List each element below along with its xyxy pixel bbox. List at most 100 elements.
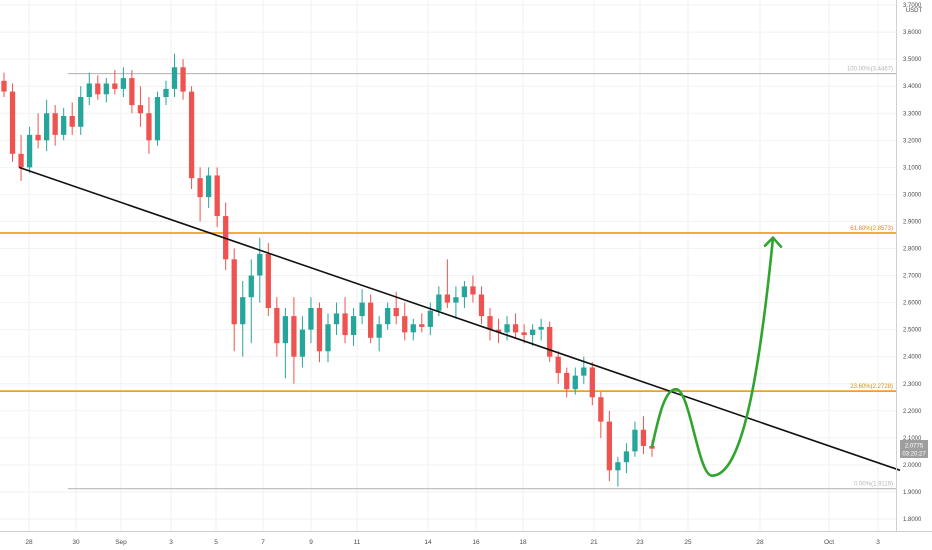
time-tick-label: 23 [636, 539, 644, 546]
currency-label: USDT [906, 8, 923, 14]
candle-body [69, 115, 75, 127]
time-tick-label: 30 [72, 539, 80, 546]
price-tick-label: 1.9000 [903, 490, 922, 496]
candle [419, 313, 425, 333]
candle [78, 86, 84, 135]
price-tick-label: 3.6000 [903, 30, 922, 36]
candle [291, 297, 297, 384]
candle-body [427, 310, 433, 327]
candle [325, 313, 331, 363]
projection-curve[interactable] [650, 236, 775, 478]
price-tick-label: 3.0000 [903, 192, 922, 198]
current-price-tag: 2.0775 03:20:27 [900, 440, 928, 458]
candle [572, 367, 578, 395]
candle [453, 286, 459, 319]
candle [547, 321, 553, 363]
candle-body [385, 308, 391, 325]
price-tick-label: 2.4000 [903, 355, 922, 361]
candle-body [188, 91, 195, 179]
candle-body [265, 253, 271, 309]
candle [342, 297, 348, 344]
price-tick-label: 2.7000 [903, 274, 922, 280]
candle [350, 308, 357, 346]
price-axis[interactable]: 1.8000 1.9000 2.0000 2.1000 2.2000 2.3000 2.40… [903, 3, 922, 523]
candle [640, 416, 647, 455]
price-tick-label: 2.2000 [903, 409, 922, 415]
candle [367, 294, 374, 344]
candle-body [529, 329, 536, 336]
candle [9, 83, 16, 162]
candle-body [367, 302, 374, 338]
price-tick-label: 3.3000 [903, 111, 922, 117]
candle [402, 302, 408, 341]
candle [188, 86, 195, 189]
candle [120, 67, 127, 98]
candle-body [495, 329, 502, 333]
time-tick-label: 9 [309, 539, 313, 546]
candle-body [120, 78, 127, 89]
candle-body [78, 97, 84, 127]
candle-body [171, 67, 178, 89]
time-axis[interactable]: 28 30 Sep 3 5 7 9 11 14 16 18 21 23 25 28 Oct 3 [25, 539, 880, 546]
candle [444, 259, 451, 309]
time-tick-label: 3 [169, 539, 173, 546]
candle [589, 362, 595, 406]
candle-body [197, 178, 203, 198]
time-tick-label: 18 [519, 539, 527, 546]
time-tick-label: 16 [472, 539, 480, 546]
current-price-value: 2.0775 [905, 444, 924, 450]
candle-body [112, 83, 118, 89]
candle [606, 410, 613, 482]
candle [112, 69, 118, 95]
price-tick-label: 2.5000 [903, 328, 922, 334]
countdown-value: 03:20:27 [902, 452, 926, 458]
time-tick-label: 7 [261, 539, 265, 546]
candle-body [248, 275, 254, 298]
candle [512, 313, 519, 338]
time-tick-label: 11 [354, 539, 361, 546]
time-tick-label: 21 [590, 539, 598, 546]
time-tick-label: Sep [115, 539, 127, 546]
candle [299, 316, 306, 368]
candle-body [137, 105, 144, 114]
candle [615, 456, 621, 487]
candle-body [359, 302, 365, 317]
candle [35, 113, 41, 149]
candle-body [9, 91, 16, 154]
candle [461, 280, 468, 309]
candles [1, 53, 655, 487]
candle [205, 167, 212, 208]
candle-body [521, 332, 527, 336]
candle-body [564, 372, 570, 390]
candle-body [180, 67, 186, 92]
candle [163, 80, 169, 106]
time-tick-label: 3 [876, 539, 880, 546]
candle-body [274, 308, 280, 344]
price-tick-label: 3.4000 [903, 84, 922, 90]
candle [495, 318, 502, 344]
candle-body [146, 113, 152, 141]
candle-body [43, 113, 50, 141]
candle-body [316, 308, 323, 352]
candle-body [282, 316, 289, 344]
candle [265, 243, 271, 317]
candle-body [632, 429, 638, 452]
candle-body [240, 297, 246, 325]
candle [257, 237, 263, 303]
candle-body [154, 97, 161, 141]
price-tick-label: 2.1000 [903, 436, 922, 442]
time-tick-label: 5 [214, 539, 218, 546]
candle [137, 86, 144, 127]
candle-body [231, 259, 237, 325]
candle-body [103, 83, 109, 95]
candle-body [350, 316, 357, 336]
trendline[interactable] [18, 166, 901, 472]
candle-body [402, 316, 408, 333]
fib-level-label: 100.00%(3.4467) [847, 67, 893, 73]
candle-body [61, 115, 67, 135]
fibonacci-levels: 100.00%(3.4467) 61.80%(2.8573) 23.60%(2.27… [0, 67, 896, 490]
candle-body [453, 297, 459, 303]
candle [43, 99, 50, 152]
